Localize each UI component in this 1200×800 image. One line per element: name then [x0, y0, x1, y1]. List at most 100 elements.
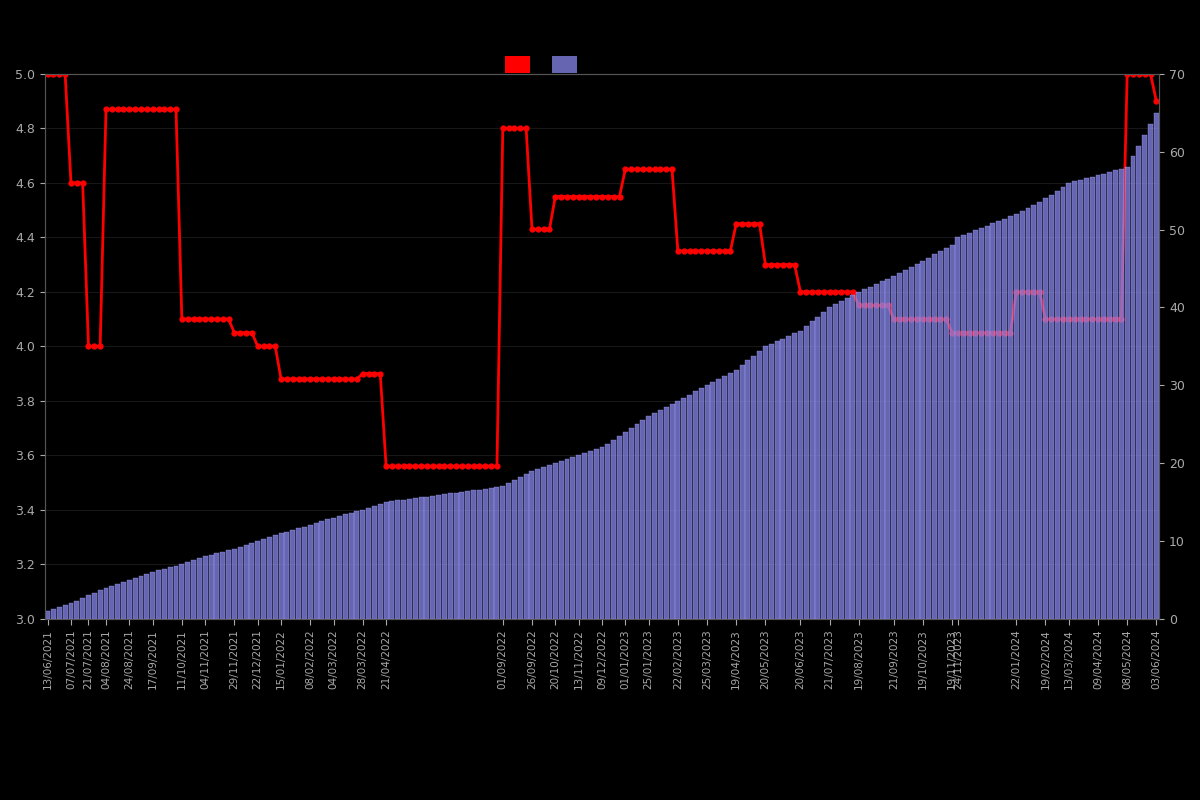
Bar [472, 490, 476, 618]
Bar [763, 346, 768, 618]
Bar [857, 292, 862, 618]
Bar [862, 290, 868, 618]
Bar [203, 557, 208, 618]
Bar [908, 267, 913, 618]
Bar [716, 379, 721, 618]
Bar [570, 458, 575, 618]
Bar [354, 511, 359, 618]
Bar [704, 386, 709, 618]
Bar [629, 428, 634, 618]
Bar [378, 504, 383, 618]
Bar [676, 401, 680, 618]
Bar [1008, 216, 1013, 618]
Bar [68, 603, 73, 618]
Bar [1026, 208, 1031, 618]
Bar [973, 230, 978, 618]
Bar [541, 467, 546, 618]
Bar [938, 251, 943, 618]
Bar [1037, 202, 1042, 618]
Bar [518, 477, 523, 618]
Bar [307, 526, 313, 618]
Bar [804, 326, 809, 618]
Bar [798, 330, 803, 618]
Bar [1031, 205, 1037, 618]
Bar [86, 595, 91, 618]
Bar [1102, 174, 1106, 618]
Bar [442, 494, 446, 618]
Bar [226, 550, 232, 618]
Bar [827, 307, 832, 618]
Bar [641, 420, 646, 618]
Bar [506, 483, 511, 618]
Bar [319, 522, 324, 618]
Bar [769, 344, 774, 618]
Bar [325, 519, 330, 618]
Bar [600, 447, 605, 618]
Bar [833, 304, 838, 618]
Bar [944, 248, 949, 618]
Bar [1108, 172, 1112, 618]
Bar [682, 398, 686, 618]
Bar [238, 546, 242, 618]
Bar [1061, 186, 1066, 618]
Bar [221, 552, 226, 618]
Bar [792, 334, 797, 618]
Bar [215, 554, 220, 618]
Bar [647, 416, 652, 618]
Bar [576, 455, 581, 618]
Bar [920, 261, 925, 618]
Bar [115, 584, 120, 618]
Bar [109, 586, 114, 618]
Bar [605, 444, 611, 618]
Bar [547, 465, 552, 618]
Bar [926, 258, 931, 618]
Bar [80, 598, 85, 618]
Bar [810, 322, 815, 618]
Bar [1114, 170, 1118, 618]
Bar [162, 569, 167, 618]
Bar [197, 558, 202, 618]
Bar [559, 461, 564, 618]
Bar [150, 572, 155, 618]
Bar [343, 514, 348, 618]
Bar [745, 360, 750, 618]
Bar [874, 284, 878, 618]
Bar [401, 500, 406, 618]
Bar [902, 270, 908, 618]
Bar [722, 376, 727, 618]
Bar [121, 582, 126, 618]
Bar [1014, 214, 1019, 618]
Bar [1118, 169, 1124, 618]
Bar [1020, 211, 1025, 618]
Bar [816, 317, 821, 618]
Bar [460, 492, 464, 618]
Bar [272, 535, 277, 618]
Bar [1090, 177, 1094, 618]
Bar [1043, 198, 1048, 618]
Bar [179, 564, 185, 618]
Bar [97, 590, 103, 618]
Bar [914, 264, 919, 618]
Bar [780, 338, 785, 618]
Bar [331, 518, 336, 618]
Legend: , : , [499, 51, 594, 78]
Bar [384, 502, 389, 618]
Bar [635, 424, 640, 618]
Bar [658, 410, 662, 618]
Bar [692, 391, 698, 618]
Bar [1067, 183, 1072, 618]
Bar [209, 555, 214, 618]
Bar [623, 432, 628, 618]
Bar [50, 609, 56, 618]
Bar [156, 570, 161, 618]
Bar [611, 440, 616, 618]
Bar [337, 516, 342, 618]
Bar [733, 370, 739, 618]
Bar [74, 601, 79, 618]
Bar [688, 394, 692, 618]
Bar [523, 474, 529, 618]
Bar [851, 295, 856, 618]
Bar [127, 580, 132, 618]
Bar [436, 495, 442, 618]
Bar [174, 566, 179, 618]
